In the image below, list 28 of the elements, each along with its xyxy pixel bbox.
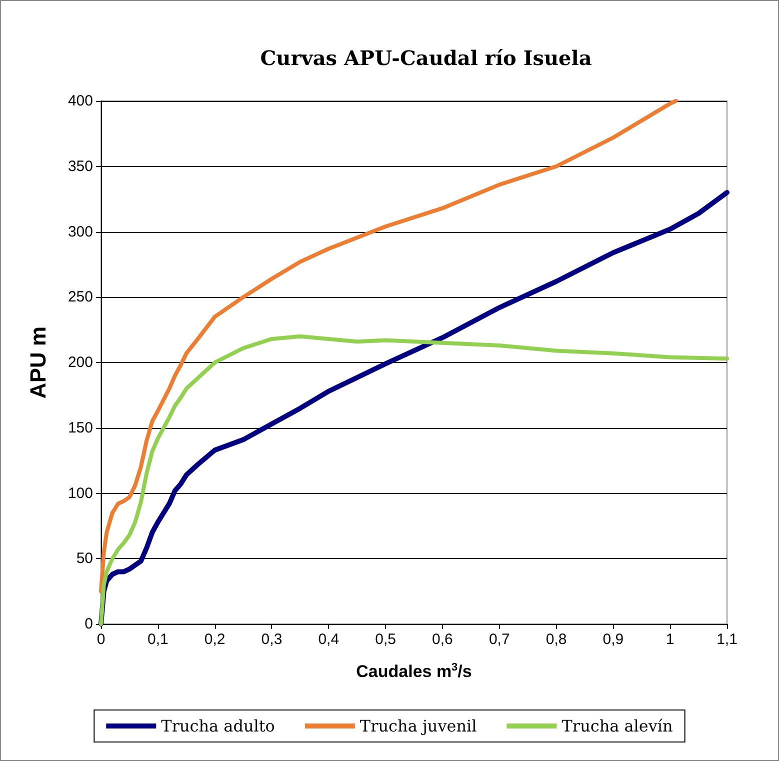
y-tick-label: 0 bbox=[84, 616, 93, 632]
x-tick-label: 0,4 bbox=[318, 631, 340, 648]
x-tick-label: 0,1 bbox=[147, 631, 168, 648]
legend-label: Trucha alevín bbox=[562, 716, 673, 736]
x-tick-label: 0,3 bbox=[261, 631, 282, 648]
x-tick-label: 0,5 bbox=[375, 631, 396, 648]
x-tick-label: 0,8 bbox=[546, 631, 567, 648]
x-tick-label: 0,9 bbox=[602, 631, 624, 648]
y-tick-label: 150 bbox=[68, 419, 93, 436]
legend-label: Trucha adulto bbox=[161, 716, 275, 736]
legend-label: Trucha juvenil bbox=[360, 716, 477, 736]
y-tick-label: 300 bbox=[68, 223, 93, 240]
y-tick-label: 200 bbox=[68, 354, 93, 371]
x-tick-label: 0,6 bbox=[432, 631, 453, 648]
y-axis-title: APU m bbox=[26, 326, 50, 399]
x-tick-label: 1,1 bbox=[716, 631, 738, 648]
x-tick-label: 1 bbox=[666, 631, 674, 648]
line-series bbox=[99, 334, 729, 626]
y-tick-label: 250 bbox=[68, 288, 93, 306]
x-tick-label: 0,2 bbox=[204, 631, 226, 648]
y-tick-label: 400 bbox=[68, 92, 93, 110]
y-tick-label: 100 bbox=[68, 484, 93, 502]
y-tick-label: 50 bbox=[76, 550, 93, 568]
line-series bbox=[99, 99, 678, 594]
y-tick-label: 350 bbox=[68, 158, 93, 175]
x-tick-label: 0,7 bbox=[488, 631, 510, 648]
chart-title: Curvas APU-Caudal río Isuela bbox=[260, 46, 592, 70]
x-tick-label: 0 bbox=[96, 631, 106, 648]
